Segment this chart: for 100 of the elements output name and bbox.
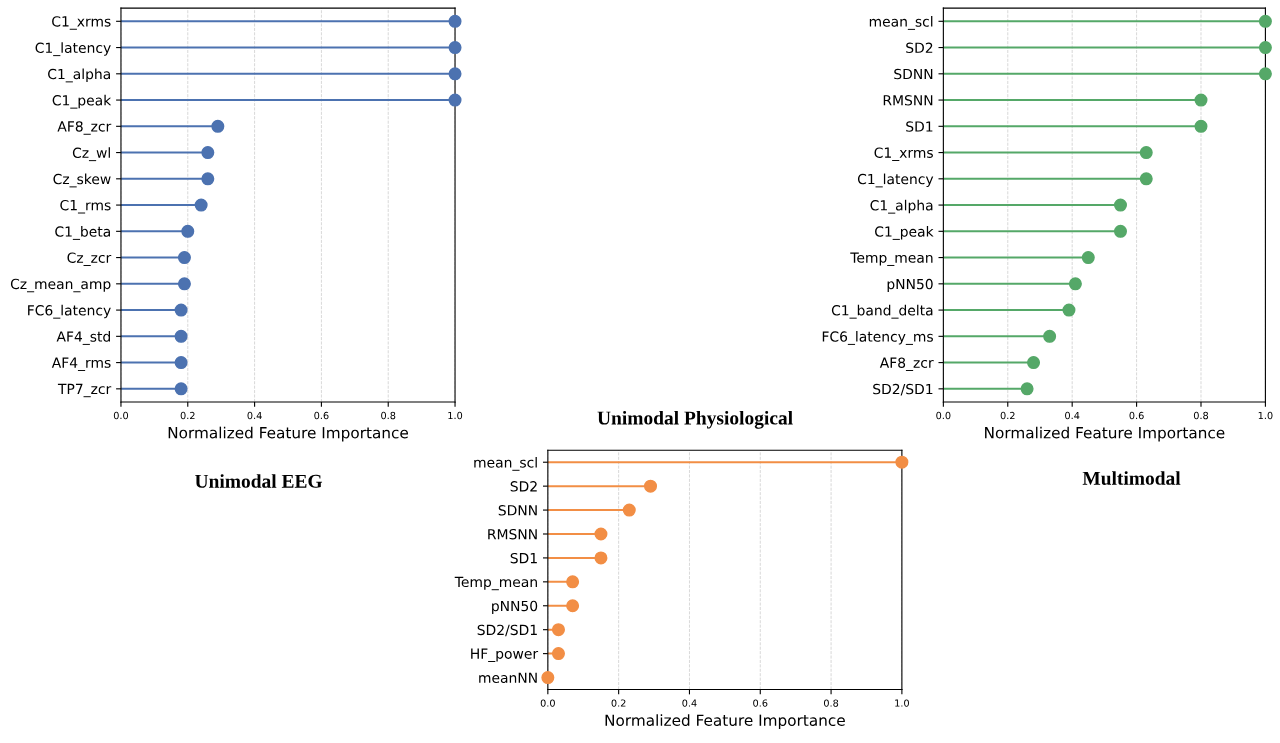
text: Multimodal — [1082, 471, 1181, 485]
point — [201, 172, 215, 186]
point — [1258, 41, 1272, 55]
point — [541, 671, 555, 685]
y-tick-label: C1_beta — [55, 226, 110, 240]
point — [201, 146, 215, 160]
point — [448, 93, 462, 107]
y-tick-label: C1_xrms — [874, 147, 933, 161]
point — [177, 277, 191, 291]
point — [448, 14, 462, 28]
y-tick-label: TP7_zcr — [57, 383, 112, 398]
point — [566, 599, 580, 613]
point — [1068, 277, 1082, 291]
point — [1081, 251, 1095, 265]
x-tick-label: 0.8 — [823, 699, 839, 707]
point — [174, 382, 188, 396]
y-tick-label: SD2 — [906, 42, 933, 54]
y-tick-label: Cz_mean_amp — [10, 278, 111, 293]
y-tick-label: SD1 — [510, 552, 537, 564]
y-tick-label: C1_peak — [875, 226, 934, 240]
point — [594, 551, 608, 565]
point — [551, 623, 565, 637]
x-tick-label: 0.6 — [314, 411, 329, 420]
y-tick-label: AF8_zcr — [879, 357, 934, 372]
y-tick-label: RMSNN — [883, 95, 933, 106]
y-tick-label: mean_scl — [474, 456, 537, 471]
x-tick-label: 0.2 — [611, 699, 626, 707]
point — [177, 251, 191, 265]
x-axis-title: Normalized Feature Importance — [985, 426, 1225, 442]
point — [1258, 67, 1272, 81]
point — [594, 527, 608, 541]
x-tick-label: 1.0 — [448, 411, 463, 420]
x-tick-label: 1.0 — [1258, 411, 1273, 420]
point — [551, 647, 565, 661]
x-tick-label: 0.0 — [936, 411, 951, 420]
point — [1043, 329, 1057, 343]
point — [895, 455, 909, 469]
y-tick-label: Cz_wl — [72, 147, 110, 162]
y-tick-label: FC6_latency — [28, 304, 111, 319]
y-tick-label: SD1 — [906, 121, 933, 132]
point — [211, 119, 225, 133]
y-tick-label: C1_alpha — [870, 199, 933, 214]
point — [566, 575, 580, 589]
point — [174, 356, 188, 370]
x-tick-label: 0.0 — [113, 411, 129, 420]
point — [1027, 356, 1041, 370]
text: Unimodal EEG — [195, 474, 323, 488]
y-tick-label: Temp_mean — [454, 576, 537, 591]
chart-title: Unimodal Physiological — [597, 410, 793, 429]
y-tick-label: SDNN — [498, 505, 537, 516]
y-tick-label: meanNN — [479, 672, 537, 684]
y-tick-label: AF4_std — [56, 331, 110, 345]
x-tick-label: 0.2 — [1000, 411, 1015, 420]
point — [1194, 119, 1208, 133]
y-tick-label: C1_alpha — [48, 68, 110, 83]
x-tick-label: 0.6 — [753, 699, 768, 707]
point — [1139, 146, 1153, 160]
point — [448, 67, 462, 81]
x-tick-label: 0.4 — [682, 699, 697, 707]
y-tick-label: SD2 — [510, 481, 537, 492]
y-tick-label: Cz_skew — [53, 173, 111, 188]
y-tick-label: pNN50 — [492, 600, 538, 614]
point — [1113, 224, 1127, 238]
y-tick-label: AF4_rms — [51, 357, 111, 371]
point — [622, 503, 636, 517]
x-tick-label: 0.2 — [180, 411, 195, 420]
point — [1062, 303, 1076, 317]
x-tick-label: 0.6 — [1129, 411, 1144, 420]
y-tick-label: AF8_zcr — [57, 121, 112, 135]
x-tick-label: 0.0 — [540, 699, 555, 707]
x-tick-label: 0.4 — [1065, 411, 1080, 420]
y-tick-label: RMSNN — [488, 528, 537, 540]
x-tick-label: 1.0 — [895, 699, 909, 707]
point — [1258, 14, 1272, 28]
y-tick-label: SD2/SD1 — [873, 383, 933, 396]
y-tick-label: mean_scl — [869, 16, 933, 30]
y-tick-label: HF_power — [471, 648, 539, 662]
point — [1020, 382, 1034, 396]
point — [448, 41, 462, 55]
point — [644, 479, 658, 493]
y-tick-label: SD2/SD1 — [477, 624, 537, 637]
y-tick-label: pNN50 — [887, 278, 933, 292]
y-tick-label: C1_peak — [52, 94, 112, 109]
y-tick-label: FC6_latency_ms — [822, 331, 933, 345]
y-tick-label: C1_xrms — [52, 16, 111, 30]
y-tick-label: Temp_mean — [850, 252, 933, 266]
y-tick-label: C1_band_delta — [831, 304, 933, 319]
y-tick-label: Cz_zcr — [67, 252, 112, 266]
y-tick-label: C1_rms — [60, 199, 111, 214]
x-tick-label: 0.8 — [1193, 411, 1209, 420]
point — [174, 329, 188, 343]
point — [1139, 172, 1153, 186]
x-axis-title: Normalized Feature Importance — [605, 714, 845, 729]
point — [174, 303, 188, 317]
point — [194, 198, 208, 212]
x-axis-title: Normalized Feature Importance — [168, 426, 408, 442]
y-tick-label: C1_latency — [35, 42, 111, 57]
x-tick-label: 0.8 — [381, 411, 396, 420]
point — [1194, 93, 1208, 107]
x-tick-label: 0.4 — [247, 411, 262, 420]
